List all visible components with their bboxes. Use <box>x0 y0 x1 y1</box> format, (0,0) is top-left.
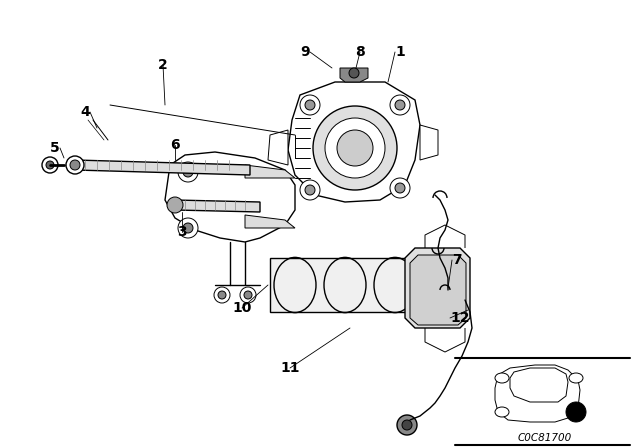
Ellipse shape <box>569 407 583 417</box>
Polygon shape <box>510 368 568 402</box>
Polygon shape <box>410 255 466 325</box>
Text: 2: 2 <box>158 58 168 72</box>
Circle shape <box>183 223 193 233</box>
Ellipse shape <box>324 258 366 313</box>
Polygon shape <box>495 365 580 422</box>
Ellipse shape <box>336 273 354 297</box>
Circle shape <box>337 130 373 166</box>
Ellipse shape <box>374 258 416 313</box>
Circle shape <box>300 95 320 115</box>
Polygon shape <box>75 160 250 175</box>
Polygon shape <box>340 68 368 82</box>
Circle shape <box>313 106 397 190</box>
Circle shape <box>178 218 198 238</box>
Circle shape <box>325 118 385 178</box>
Circle shape <box>244 291 252 299</box>
Circle shape <box>218 291 226 299</box>
Polygon shape <box>245 165 295 178</box>
Text: 7: 7 <box>452 253 461 267</box>
Circle shape <box>305 100 315 110</box>
Circle shape <box>390 95 410 115</box>
Polygon shape <box>165 152 295 242</box>
Ellipse shape <box>329 264 361 306</box>
Circle shape <box>402 420 412 430</box>
Polygon shape <box>268 130 288 165</box>
Circle shape <box>397 415 417 435</box>
Text: 9: 9 <box>300 45 310 59</box>
Circle shape <box>390 178 410 198</box>
Circle shape <box>395 100 405 110</box>
Circle shape <box>183 167 193 177</box>
Polygon shape <box>405 248 470 328</box>
Ellipse shape <box>274 258 316 313</box>
Circle shape <box>214 287 230 303</box>
Circle shape <box>66 156 84 174</box>
Text: 3: 3 <box>177 225 187 239</box>
Polygon shape <box>245 215 295 228</box>
Ellipse shape <box>279 264 311 306</box>
Text: 6: 6 <box>170 138 180 152</box>
Circle shape <box>178 162 198 182</box>
Ellipse shape <box>379 264 411 306</box>
Ellipse shape <box>569 373 583 383</box>
Polygon shape <box>288 82 420 202</box>
Circle shape <box>300 180 320 200</box>
Circle shape <box>305 185 315 195</box>
Circle shape <box>42 157 58 173</box>
Ellipse shape <box>495 373 509 383</box>
Ellipse shape <box>495 407 509 417</box>
Text: 10: 10 <box>232 301 252 315</box>
Circle shape <box>566 402 586 422</box>
Polygon shape <box>175 200 260 212</box>
Polygon shape <box>270 258 420 312</box>
Circle shape <box>349 68 359 78</box>
Text: 12: 12 <box>450 311 470 325</box>
Circle shape <box>46 161 54 169</box>
Circle shape <box>395 183 405 193</box>
Text: 5: 5 <box>51 141 60 155</box>
Polygon shape <box>420 125 438 160</box>
Circle shape <box>70 160 80 170</box>
Circle shape <box>240 287 256 303</box>
Text: 1: 1 <box>395 45 404 59</box>
Text: 4: 4 <box>80 105 90 119</box>
Ellipse shape <box>286 273 304 297</box>
Text: C0C81700: C0C81700 <box>518 433 572 443</box>
Text: 11: 11 <box>280 361 300 375</box>
Ellipse shape <box>386 273 404 297</box>
Circle shape <box>167 197 183 213</box>
Text: 8: 8 <box>355 45 365 59</box>
